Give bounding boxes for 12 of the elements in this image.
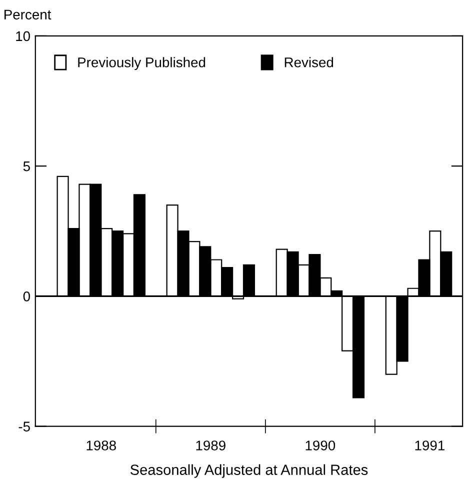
y-tick-label: 0 — [23, 292, 30, 302]
y-tick-label: 10 — [16, 31, 30, 42]
y-tick-label: -5 — [18, 422, 30, 432]
x-tick-label: 1989 — [196, 440, 226, 450]
x-tick-label: 1990 — [306, 440, 336, 450]
x-axis-title: Seasonally Adjusted at Annual Rates — [130, 464, 368, 478]
y-tick-label: 5 — [23, 162, 30, 172]
x-tick-label: 1988 — [86, 440, 116, 450]
y-axis-title: Percent — [4, 10, 52, 20]
x-tick-label: 1991 — [415, 440, 444, 450]
legend-label: Revised — [284, 57, 334, 68]
legend-label: Previously Published — [78, 57, 206, 70]
